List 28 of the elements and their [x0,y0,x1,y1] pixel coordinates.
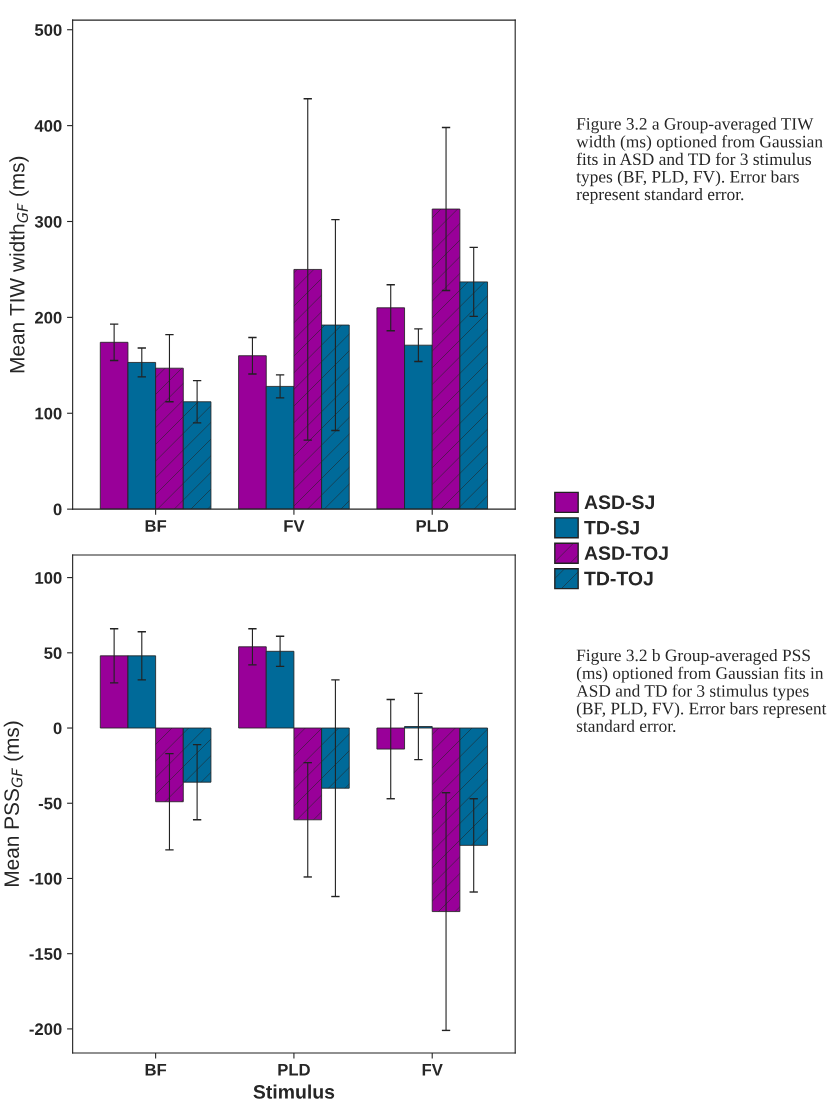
y-tick-label: -100 [29,872,62,885]
y-tick-label: 100 [35,407,62,420]
y-axis-title: Mean PSS$_{GF}$ (ms) [3,721,24,887]
y-tick-label: -200 [29,1023,62,1036]
y-tick-label: 0 [53,722,62,735]
y-tick-label: 200 [35,311,62,324]
y-tick-label: 300 [34,215,62,228]
y-axis-title: Mean TIW width$_{GF}$ (ms) [9,156,29,373]
x-tick-label: BF [145,1064,167,1076]
y-tick-label: -50 [38,797,62,810]
x-axis-title: Stimulus [253,1084,335,1099]
legend-label: ASD-SJ [584,495,654,510]
y-tick-label: -150 [29,948,62,960]
y-tick-label: 400 [34,120,62,132]
x-tick-label: FV [284,520,305,532]
caption: Figure 3.2 a Group-averaged TIW width (ms) optioned from Gaussian fits in ASD and TD for 3 stimulus types (BF, PLD, FV). Error bars represent standard error. [576,117,823,204]
x-tick-label: FV [422,1064,443,1076]
x-tick-label: PLD [416,520,449,532]
y-tick-label: 500 [34,24,62,36]
legend-label: ASD-TOJ [584,546,668,560]
y-tick-label: 0 [53,503,62,516]
x-tick-label: BF [145,520,167,532]
caption: Figure 3.2 b Group-averaged PSS (ms) optioned from Gaussian fits in ASD and TD for 3 stimulus types (BF, PLD, FV). Error bars represent standard error. [576,649,827,733]
legend-label: TD-SJ [584,520,639,535]
y-tick-label: 100 [35,571,62,584]
y-tick-label: 50 [44,647,62,660]
legend-label: TD-TOJ [584,571,653,586]
x-tick-label: PLD [278,1064,310,1076]
